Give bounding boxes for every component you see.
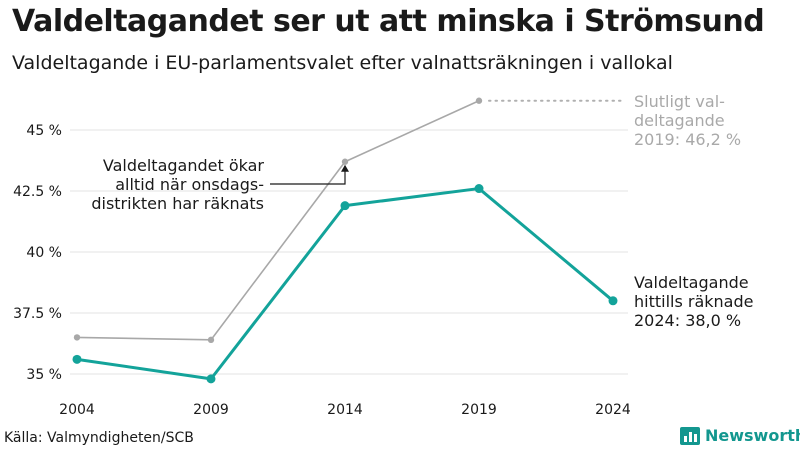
series-line-counted	[76, 187, 614, 381]
annotations: Slutligt val-deltagande 2019: 46,2 % Valde…	[91, 92, 753, 330]
counted-turnout-label-line: Valdeltagande	[634, 273, 749, 292]
y-tick-label: 40 %	[26, 245, 62, 261]
final-turnout-label-line: 2019: 46,2 %	[634, 130, 741, 149]
note-label-line: Valdeltagandet ökar	[103, 156, 265, 175]
x-axis-ticks: 2004 2009 2014 2019 2024	[59, 402, 631, 418]
counted-turnout-label-line: hittills räknade	[634, 292, 753, 311]
series-lines	[76, 99, 614, 381]
data-point-counted	[608, 296, 618, 306]
data-point-counted	[474, 184, 484, 194]
y-tick-label: 35 %	[26, 367, 62, 383]
brand-logo[interactable]: Newsworthy	[680, 426, 800, 445]
final-turnout-label-line: Slutligt val-	[634, 92, 725, 111]
data-point-counted	[206, 374, 216, 384]
data-point-final	[73, 334, 81, 341]
data-point-final	[341, 158, 349, 165]
note-label-line: distrikten har räknats	[91, 194, 264, 213]
note-label-line: alltid när onsdags-	[115, 175, 264, 194]
x-tick-label: 2014	[327, 402, 363, 418]
chart-title: Valdeltagandet ser ut att minska i Ström…	[12, 4, 765, 39]
data-point-final	[475, 97, 483, 104]
grid-lines	[70, 129, 628, 375]
chart-subtitle: Valdeltagande i EU-parlamentsvalet efter…	[12, 52, 673, 74]
x-tick-label: 2019	[461, 402, 497, 418]
final-turnout-label-line: deltagande	[634, 111, 725, 130]
x-tick-label: 2004	[59, 402, 95, 418]
data-point-counted	[340, 201, 350, 211]
note-arrow-head	[341, 164, 349, 172]
final-turnout-label: Slutligt val-deltagande 2019: 46,2 %	[634, 92, 741, 149]
x-tick-label: 2024	[595, 402, 631, 418]
y-axis-ticks: 35 % 37.5 % 40 % 42.5 % 45 %	[13, 123, 62, 383]
note-label: Valdeltagandet ökar alltid när onsdags-di…	[91, 156, 264, 213]
note-arrow-line	[270, 169, 346, 185]
y-tick-label: 42.5 %	[13, 184, 62, 200]
counted-turnout-label: Valdeltagande hittills räknade 2024: 38,0 …	[634, 273, 753, 330]
brand-name: Newsworthy	[705, 426, 800, 445]
x-tick-label: 2009	[193, 402, 229, 418]
counted-turnout-label-line: 2024: 38,0 %	[634, 311, 741, 330]
data-point-final	[207, 336, 215, 344]
series-points	[72, 97, 618, 384]
source-note: Källa: Valmyndigheten/SCB	[4, 430, 194, 446]
data-point-counted	[72, 354, 82, 364]
chart-logo-icon	[680, 426, 700, 445]
y-tick-label: 37.5 %	[13, 306, 62, 322]
series-line-final	[76, 99, 480, 341]
y-tick-label: 45 %	[26, 123, 62, 139]
